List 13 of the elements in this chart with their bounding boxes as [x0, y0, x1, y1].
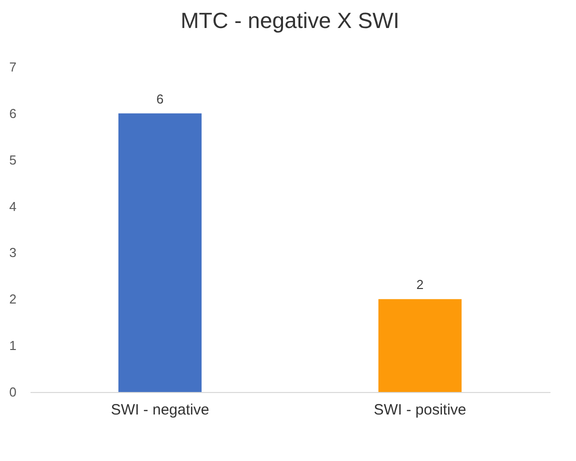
- data-label: 6: [156, 91, 164, 106]
- y-tick-label: 5: [9, 152, 16, 168]
- x-tick-label: SWI - positive: [374, 402, 466, 418]
- y-tick-label: 2: [9, 292, 16, 307]
- y-tick-label: 3: [9, 245, 16, 260]
- x-tick-label: SWI - negative: [110, 402, 210, 418]
- y-tick-label: 1: [9, 338, 16, 354]
- chart-title: MTC - negative X SWI: [180, 8, 400, 33]
- y-tick-label: 4: [9, 198, 16, 214]
- y-tick-label: 6: [9, 106, 16, 121]
- data-label: 2: [416, 277, 424, 292]
- y-tick-label: 7: [9, 60, 16, 74]
- y-tick-label: 0: [9, 384, 16, 400]
